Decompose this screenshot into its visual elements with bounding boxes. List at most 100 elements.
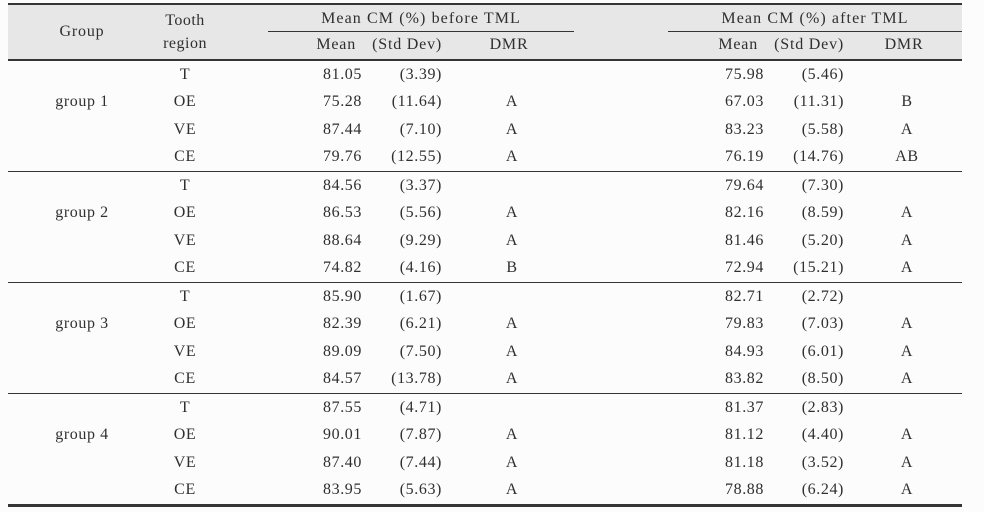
cell-tooth-region: CE bbox=[174, 370, 196, 388]
cell-after-stddev: (2.72) bbox=[801, 287, 844, 305]
cell-before-stddev: (13.78) bbox=[391, 370, 442, 388]
cell-after-mean: 82.71 bbox=[725, 287, 764, 305]
col-header-tooth-line2: region bbox=[163, 35, 207, 52]
cell-after-dmr: B bbox=[901, 93, 913, 111]
cell-tooth-region: T bbox=[179, 176, 191, 194]
table-row: T 81.05 (3.39) 75.98 (5.46) bbox=[8, 61, 962, 89]
col-header-after-tml: Mean CM (%) after TML bbox=[668, 5, 962, 32]
cell-after-stddev: (11.31) bbox=[793, 93, 844, 111]
cell-group-label: group 1 bbox=[55, 93, 109, 111]
cell-after-stddev: (8.59) bbox=[801, 204, 844, 222]
group-block: T 81.05 (3.39) 75.98 (5.46) group 1 OE 75.28 (11… bbox=[8, 61, 962, 172]
cell-before-mean: 85.90 bbox=[323, 287, 362, 305]
cell-before-dmr: A bbox=[505, 481, 519, 499]
cell-before-mean: 84.56 bbox=[323, 176, 362, 194]
cell-before-mean: 74.82 bbox=[323, 259, 362, 277]
cell-after-dmr: A bbox=[900, 453, 914, 471]
cell-after-dmr: AB bbox=[895, 148, 919, 166]
cell-before-stddev: (7.50) bbox=[399, 342, 442, 360]
cell-before-dmr: A bbox=[505, 204, 519, 222]
table-row: VE 87.40 (7.44) A 81.18 (3.52) A bbox=[8, 449, 962, 477]
cell-before-stddev: (7.87) bbox=[399, 426, 442, 444]
table-row: CE 74.82 (4.16) B 72.94 (15.21) A bbox=[8, 255, 962, 283]
cell-before-stddev: (5.56) bbox=[399, 204, 442, 222]
cell-before-stddev: (12.55) bbox=[391, 148, 442, 166]
table-row: T 85.90 (1.67) 82.71 (2.72) bbox=[8, 283, 962, 311]
cell-before-mean: 83.95 bbox=[323, 481, 362, 499]
table-row: VE 89.09 (7.50) A 84.93 (6.01) A bbox=[8, 338, 962, 366]
cell-before-stddev: (1.67) bbox=[399, 287, 442, 305]
cell-tooth-region: OE bbox=[173, 204, 197, 222]
cell-before-stddev: (5.63) bbox=[399, 481, 442, 499]
cell-before-stddev: (7.44) bbox=[399, 453, 442, 471]
cell-before-mean: 90.01 bbox=[323, 426, 362, 444]
cell-after-stddev: (8.50) bbox=[801, 370, 844, 388]
cell-before-mean: 87.44 bbox=[323, 120, 362, 138]
cell-after-mean: 81.37 bbox=[725, 398, 764, 416]
cell-before-stddev: (7.10) bbox=[399, 120, 442, 138]
cell-after-dmr: A bbox=[900, 426, 914, 444]
cell-after-mean: 75.98 bbox=[725, 65, 764, 83]
table-row: CE 84.57 (13.78) A 83.82 (8.50) A bbox=[8, 366, 962, 394]
cell-before-stddev: (4.16) bbox=[399, 259, 442, 277]
cell-after-mean: 72.94 bbox=[725, 259, 764, 277]
cell-group-label: group 2 bbox=[55, 204, 109, 222]
col-header-after-mean: Mean bbox=[718, 36, 758, 53]
cell-before-dmr: A bbox=[505, 120, 519, 138]
col-header-after-dmr: DMR bbox=[884, 36, 924, 53]
group-block: T 84.56 (3.37) 79.64 (7.30) group 2 OE 86.53 (5.… bbox=[8, 172, 962, 283]
cell-before-mean: 84.57 bbox=[323, 370, 362, 388]
cell-before-dmr: A bbox=[505, 315, 519, 333]
data-table: Group Tooth region Mean CM (%) before TM… bbox=[8, 3, 962, 507]
cell-before-stddev: (6.21) bbox=[399, 315, 442, 333]
cell-before-mean: 79.76 bbox=[323, 148, 362, 166]
cell-group-label: group 3 bbox=[55, 315, 109, 333]
cell-tooth-region: VE bbox=[173, 231, 197, 249]
cell-before-dmr: A bbox=[505, 342, 519, 360]
cell-after-mean: 83.82 bbox=[725, 370, 764, 388]
cell-after-mean: 83.23 bbox=[725, 120, 764, 138]
cell-after-stddev: (6.01) bbox=[801, 342, 844, 360]
col-header-group: Group bbox=[59, 23, 105, 40]
cell-after-stddev: (4.40) bbox=[801, 426, 844, 444]
cell-tooth-region: T bbox=[179, 65, 191, 83]
cell-tooth-region: VE bbox=[173, 342, 197, 360]
cell-after-mean: 76.19 bbox=[725, 148, 764, 166]
cell-before-dmr: A bbox=[505, 370, 519, 388]
table-row: group 4 OE 90.01 (7.87) A 81.12 (4.40) A bbox=[8, 422, 962, 450]
cell-after-stddev: (15.21) bbox=[793, 259, 844, 277]
cell-before-mean: 88.64 bbox=[323, 231, 362, 249]
cell-after-mean: 84.93 bbox=[725, 342, 764, 360]
col-header-tooth-region: Tooth region bbox=[156, 5, 214, 59]
cell-after-dmr: A bbox=[900, 259, 914, 277]
cell-before-stddev: (3.37) bbox=[399, 176, 442, 194]
cell-tooth-region: OE bbox=[173, 315, 197, 333]
cell-after-stddev: (5.20) bbox=[801, 231, 844, 249]
cell-after-mean: 78.88 bbox=[725, 481, 764, 499]
cell-tooth-region: OE bbox=[173, 426, 197, 444]
cell-before-mean: 89.09 bbox=[323, 342, 362, 360]
cell-before-mean: 87.55 bbox=[323, 398, 362, 416]
cell-before-dmr: A bbox=[505, 93, 519, 111]
table-row: VE 87.44 (7.10) A 83.23 (5.58) A bbox=[8, 116, 962, 144]
cell-after-dmr: A bbox=[900, 342, 914, 360]
cell-tooth-region: CE bbox=[174, 148, 196, 166]
cell-after-mean: 82.16 bbox=[725, 204, 764, 222]
col-header-before-dmr: DMR bbox=[489, 36, 529, 53]
cell-before-mean: 87.40 bbox=[323, 453, 362, 471]
cell-after-mean: 79.83 bbox=[725, 315, 764, 333]
col-header-before-mean: Mean bbox=[316, 36, 356, 53]
table-row: CE 79.76 (12.55) A 76.19 (14.76) AB bbox=[8, 144, 962, 172]
group-block: T 87.55 (4.71) 81.37 (2.83) group 4 OE 90.01 (7.… bbox=[8, 394, 962, 504]
table-header: Group Tooth region Mean CM (%) before TM… bbox=[8, 3, 962, 61]
cell-tooth-region: OE bbox=[173, 93, 197, 111]
cell-before-stddev: (4.71) bbox=[399, 398, 442, 416]
cell-before-stddev: (11.64) bbox=[391, 93, 442, 111]
cell-after-mean: 81.12 bbox=[725, 426, 764, 444]
table-row: CE 83.95 (5.63) A 78.88 (6.24) A bbox=[8, 477, 962, 505]
cell-before-stddev: (9.29) bbox=[399, 231, 442, 249]
cell-after-stddev: (7.03) bbox=[801, 315, 844, 333]
table-row: VE 88.64 (9.29) A 81.46 (5.20) A bbox=[8, 227, 962, 255]
cell-after-dmr: A bbox=[900, 315, 914, 333]
